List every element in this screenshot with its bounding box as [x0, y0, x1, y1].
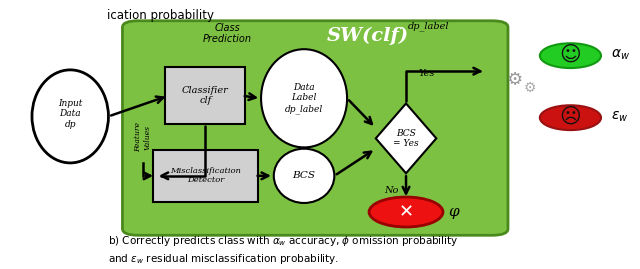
Text: SW(clf): SW(clf) [327, 27, 409, 45]
Text: Classifier
clf: Classifier clf [182, 86, 228, 105]
Text: dp_label: dp_label [408, 21, 449, 31]
Text: BCS: BCS [292, 171, 316, 180]
Text: BCS
= Yes: BCS = Yes [393, 129, 419, 148]
Text: b) Correctly predicts class with $\alpha_w$ accuracy, $\phi$ omission probabilit: b) Correctly predicts class with $\alpha… [108, 234, 459, 248]
Text: ☹: ☹ [559, 107, 581, 127]
Text: Yes: Yes [419, 69, 435, 78]
Text: Class
Prediction: Class Prediction [203, 23, 252, 44]
Text: $\alpha_w$: $\alpha_w$ [611, 48, 630, 62]
Text: ⚙: ⚙ [524, 81, 536, 95]
Text: ✕: ✕ [399, 203, 413, 221]
Ellipse shape [261, 49, 347, 147]
Text: and $\varepsilon_w$ residual misclassification probability.: and $\varepsilon_w$ residual misclassifi… [108, 252, 340, 266]
FancyBboxPatch shape [166, 67, 245, 124]
Text: Data
Label
dp_label: Data Label dp_label [285, 83, 323, 114]
Circle shape [540, 105, 601, 130]
Text: φ: φ [449, 205, 459, 219]
Circle shape [540, 43, 601, 68]
Text: ication probability: ication probability [106, 9, 214, 22]
Text: $\varepsilon_w$: $\varepsilon_w$ [611, 110, 628, 124]
Text: ⚙: ⚙ [506, 71, 522, 89]
Text: ☺: ☺ [559, 45, 581, 65]
Text: Input
Data
dp: Input Data dp [58, 99, 83, 129]
Text: No: No [384, 186, 399, 194]
Text: Feature
Values: Feature Values [134, 122, 152, 152]
FancyBboxPatch shape [122, 21, 508, 235]
FancyBboxPatch shape [153, 150, 258, 202]
Text: Misclassification
Detector: Misclassification Detector [170, 167, 241, 185]
Ellipse shape [32, 70, 108, 163]
Polygon shape [376, 104, 436, 173]
Circle shape [369, 197, 443, 227]
Ellipse shape [274, 149, 334, 203]
